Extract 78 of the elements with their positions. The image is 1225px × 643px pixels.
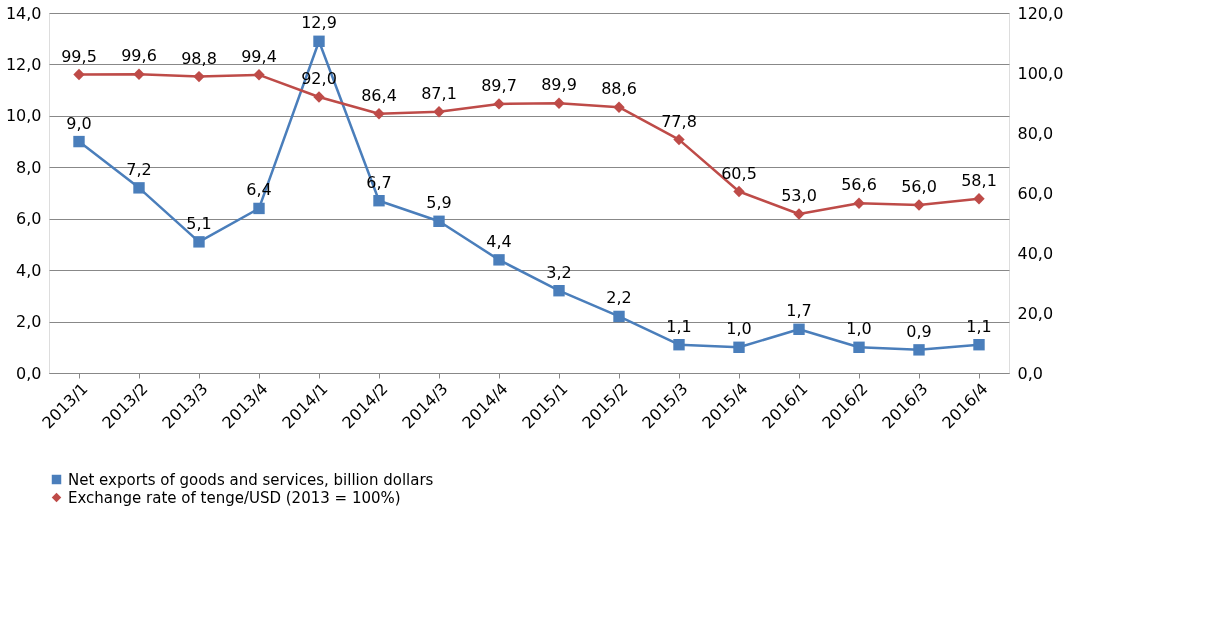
point <box>853 197 865 209</box>
point <box>73 68 85 81</box>
point <box>253 69 265 81</box>
point <box>493 254 505 266</box>
point <box>913 344 925 356</box>
point <box>853 341 865 353</box>
data-label: 60,5 <box>721 163 757 183</box>
data-label: 5,9 <box>426 193 452 213</box>
data-label: 2,2 <box>606 288 632 308</box>
data-label: 12,9 <box>301 13 337 33</box>
y-tick-label: 12,0 <box>5 54 42 74</box>
point <box>973 193 985 205</box>
data-label: 87,1 <box>421 83 457 103</box>
y2-tick-label: 80,0 <box>1017 123 1054 143</box>
legend-label: Net exports of goods and services, billion dollars <box>68 470 434 489</box>
data-label: 99,6 <box>121 46 157 66</box>
y-tick-label: 14,0 <box>5 3 42 23</box>
point <box>433 106 445 118</box>
data-label: 99,5 <box>61 46 97 66</box>
point <box>553 285 565 297</box>
y-tick-label: 2,0 <box>16 312 42 332</box>
point <box>613 310 625 323</box>
data-label: 88,6 <box>601 79 637 99</box>
data-label: 1,1 <box>666 316 692 336</box>
data-label: 7,2 <box>126 159 152 179</box>
y-tick-label: 10,0 <box>5 106 42 126</box>
point <box>673 133 685 146</box>
point <box>433 215 445 227</box>
y2-tick-label: 20,0 <box>1017 303 1054 323</box>
point <box>733 185 745 198</box>
point <box>553 97 565 109</box>
y2-tick-label: 120,0 <box>1017 3 1064 23</box>
point <box>973 339 985 351</box>
point <box>493 98 505 110</box>
data-label: 89,9 <box>541 75 577 95</box>
point <box>373 108 385 120</box>
data-label: 5,1 <box>186 213 212 233</box>
point <box>193 236 205 248</box>
y2-tick-label: 0,0 <box>1017 363 1043 383</box>
point <box>133 68 145 80</box>
data-label: 56,0 <box>901 177 937 196</box>
y2-tick-label: 40,0 <box>1017 243 1054 263</box>
data-label: 4,4 <box>486 231 512 251</box>
point <box>313 91 325 103</box>
data-label: 77,8 <box>661 111 697 131</box>
point <box>613 101 625 113</box>
data-label: 1,0 <box>846 319 872 339</box>
point <box>913 199 925 211</box>
data-label: 1,1 <box>966 316 992 336</box>
point <box>793 323 805 335</box>
data-label: 56,6 <box>841 175 877 195</box>
point <box>253 202 265 215</box>
data-label: 9,0 <box>66 113 92 133</box>
legend-label: Exchange rate of tenge/USD (2013 = 100%) <box>68 488 401 507</box>
point <box>673 339 685 351</box>
data-label: 89,7 <box>481 75 517 95</box>
data-label: 53,0 <box>781 186 817 205</box>
data-label: 0,9 <box>906 321 932 341</box>
point <box>373 195 385 207</box>
point <box>733 341 745 353</box>
data-label: 1,7 <box>786 301 812 321</box>
data-label: 1,0 <box>726 319 752 339</box>
y-tick-label: 4,0 <box>16 260 42 280</box>
y-tick-label: 0,0 <box>16 363 42 383</box>
y-tick-label: 8,0 <box>16 157 42 177</box>
y2-tick-label: 100,0 <box>1017 63 1064 83</box>
y2-tick-label: 60,0 <box>1017 183 1054 203</box>
point <box>73 135 85 148</box>
point <box>133 182 145 194</box>
point <box>793 208 805 220</box>
data-label: 99,4 <box>241 46 277 66</box>
point <box>193 70 205 83</box>
data-label: 58,1 <box>961 170 997 190</box>
y-tick-label: 6,0 <box>16 209 42 229</box>
point <box>313 35 325 47</box>
data-label: 98,8 <box>181 48 217 68</box>
data-label: 86,4 <box>361 85 397 105</box>
data-label: 3,2 <box>546 262 572 282</box>
